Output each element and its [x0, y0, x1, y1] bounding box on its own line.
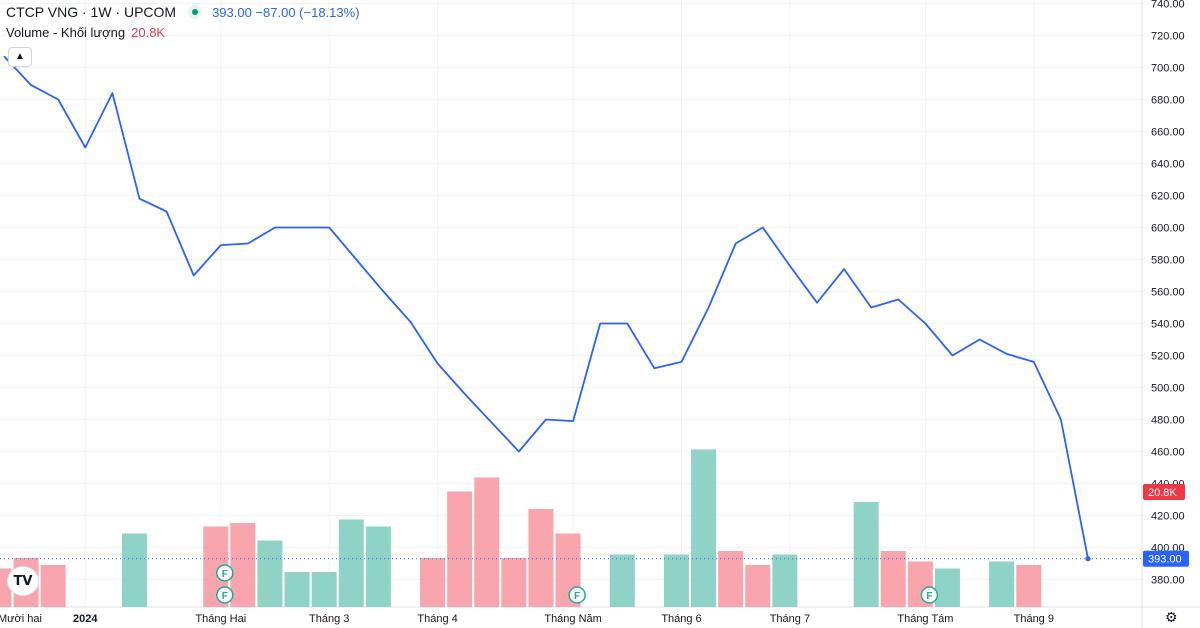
volume-bar[interactable] — [934, 568, 960, 608]
volume-bar[interactable] — [284, 572, 310, 607]
y-tick-label: 380.00 — [1151, 575, 1185, 587]
y-tick-label: 480.00 — [1151, 415, 1185, 427]
volume-bar[interactable] — [609, 554, 635, 608]
x-tick-label: 2024 — [73, 613, 98, 625]
volume-bar[interactable] — [474, 477, 500, 608]
y-tick-label: 520.00 — [1151, 351, 1185, 363]
volume-bar[interactable] — [691, 449, 717, 608]
earnings-marker[interactable] — [568, 586, 586, 604]
volume-label: Volume - Khối lượng — [6, 25, 126, 40]
x-tick-label: Tháng 6 — [661, 613, 701, 625]
volume-bar[interactable] — [365, 526, 391, 608]
earnings-marker-label: F — [222, 569, 228, 580]
x-tick-label: Tháng 9 — [1014, 613, 1054, 625]
y-tick-label: 680.00 — [1151, 95, 1185, 107]
last-price-badge — [1143, 550, 1189, 567]
y-tick-label: 620.00 — [1151, 191, 1185, 203]
x-tick-label: Tháng 4 — [417, 613, 457, 625]
symbol-title[interactable]: CTCP VNG · 1W · UPCOM — [6, 4, 177, 20]
y-tick-label: 420.00 — [1151, 511, 1185, 523]
volume-bar[interactable] — [257, 540, 283, 608]
x-tick-label: Mười hai — [0, 613, 42, 625]
earnings-marker[interactable] — [216, 564, 234, 582]
earnings-marker[interactable] — [920, 586, 939, 604]
quote-change: 393.00 −87.00 (−18.13%) — [212, 4, 360, 20]
earnings-marker-label: F — [926, 591, 932, 602]
y-tick-label: 580.00 — [1151, 255, 1185, 267]
earnings-marker[interactable] — [216, 586, 234, 604]
volume-bar[interactable] — [338, 519, 364, 608]
y-tick-label: 640.00 — [1151, 159, 1185, 171]
y-tick-label: 500.00 — [1151, 383, 1185, 395]
volume-value: 20.8K — [131, 25, 166, 40]
volume-bar[interactable] — [501, 558, 527, 607]
volume-legend: Volume - Khối lượng 20.8K — [6, 25, 165, 40]
y-tick-label: 720.00 — [1151, 31, 1185, 43]
y-tick-label: 700.00 — [1151, 63, 1185, 75]
volume-bar[interactable] — [311, 572, 337, 607]
x-tick-label: Tháng 3 — [309, 613, 349, 625]
volume-bar[interactable] — [663, 554, 689, 608]
volume-bar[interactable] — [121, 533, 147, 608]
y-tick-label: 560.00 — [1151, 287, 1185, 299]
tradingview-logo[interactable]: TV — [8, 567, 38, 595]
volume-bar[interactable] — [718, 551, 744, 607]
x-tick-label: Tháng Tám — [897, 613, 953, 625]
y-tick-label: 740.00 — [1151, 0, 1185, 11]
x-tick-label: Tháng 7 — [770, 613, 810, 625]
earnings-marker-label: F — [574, 591, 580, 602]
volume-bar[interactable] — [230, 523, 256, 607]
volume-bar[interactable] — [420, 558, 446, 607]
gear-icon[interactable]: ⚙ — [1165, 609, 1178, 625]
last-volume-badge — [1143, 484, 1185, 500]
x-tick-label: Tháng Hai — [195, 613, 246, 625]
y-tick-label: 660.00 — [1151, 127, 1185, 139]
volume-bar[interactable] — [880, 551, 906, 607]
y-tick-label: 540.00 — [1151, 319, 1185, 331]
x-tick-label: Tháng Năm — [544, 613, 601, 625]
chevron-up-icon[interactable]: ▲ — [8, 47, 32, 67]
volume-bar[interactable] — [447, 491, 473, 608]
volume-bar[interactable] — [1016, 565, 1042, 607]
volume-bar[interactable] — [772, 554, 798, 608]
volume-bar[interactable] — [745, 565, 771, 607]
y-tick-label: 600.00 — [1151, 223, 1185, 235]
volume-bar[interactable] — [40, 565, 66, 607]
market-status-icon — [188, 5, 203, 19]
y-tick-label: 460.00 — [1151, 447, 1185, 459]
chart-header: CTCP VNG · 1W · UPCOM 393.00 −87.00 (−18… — [6, 4, 360, 20]
last-volume-label: 20.8K — [1148, 487, 1177, 499]
volume-bar[interactable] — [989, 561, 1015, 608]
last-price-label: 393.00 — [1148, 554, 1182, 566]
earnings-marker-label: F — [222, 591, 228, 602]
volume-bar[interactable] — [528, 509, 554, 607]
volume-bar[interactable] — [853, 502, 879, 607]
volume-bar[interactable] — [0, 568, 12, 608]
